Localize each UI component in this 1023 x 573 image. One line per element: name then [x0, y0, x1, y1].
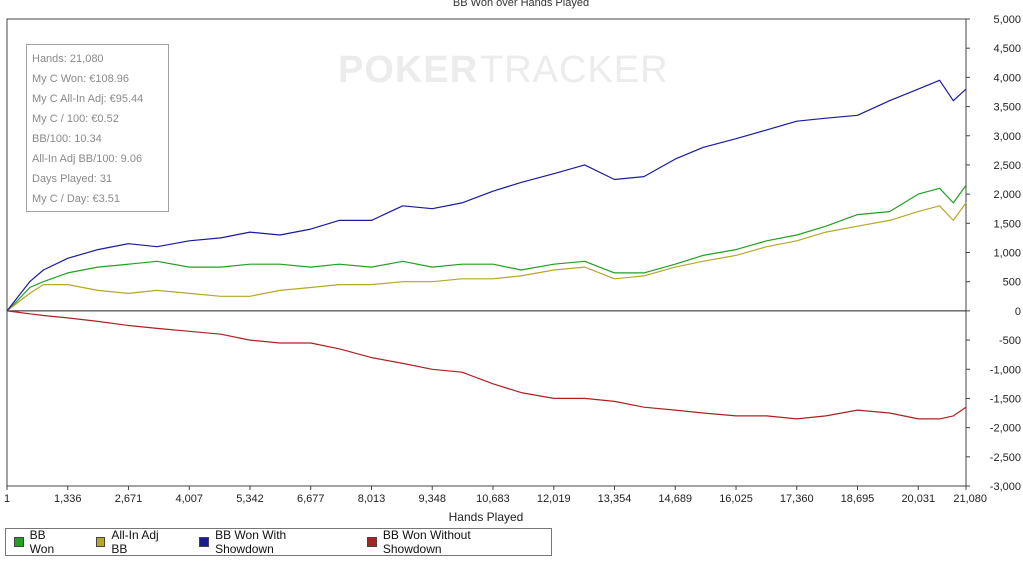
x-tick-label: 9,348 — [418, 493, 446, 505]
stats-panel: Hands: 21,080 My C Won: €108.96 My C All… — [26, 44, 169, 212]
series-line-without-showdown — [6, 310, 967, 420]
legend-label: All-In Adj BB — [111, 528, 159, 556]
y-tick-label: -500 — [999, 335, 1021, 347]
watermark: POKER TRACKER — [338, 49, 669, 91]
series-line-allin-adj — [6, 202, 967, 312]
x-tick-label: 6,677 — [297, 493, 325, 505]
legend-item-bb-won[interactable]: BB Won — [14, 528, 72, 556]
legend-swatch-allin-adj — [95, 537, 106, 547]
stat-allin-bb-100: All-In Adj BB/100: 9.06 — [32, 153, 143, 165]
y-tick-label: 0 — [1015, 306, 1021, 318]
legend-label: BB Won Without Showdown — [382, 528, 471, 556]
y-tick-label: 1,500 — [993, 218, 1021, 230]
x-tick-label: 14,689 — [658, 493, 692, 505]
x-tick-label: 10,683 — [476, 493, 510, 505]
legend-item-without-showdown[interactable]: BB Won Without Showdown — [367, 528, 527, 556]
x-tick-label: 18,695 — [841, 493, 875, 505]
legend-swatch-with-showdown — [199, 537, 210, 547]
stat-won: My C Won: €108.96 — [32, 73, 130, 85]
legend-swatch-bb-won — [14, 537, 24, 547]
series-line-bb-won — [6, 185, 967, 312]
y-tick-label: 2,000 — [993, 189, 1021, 201]
legend-item-allin-adj[interactable]: All-In Adj BB — [95, 528, 176, 556]
x-tick-label: 1 — [4, 493, 10, 505]
y-tick-label: -1,000 — [990, 364, 1021, 376]
chart-title: BB Won over Hands Played — [453, 0, 589, 9]
legend: BB Won All-In Adj BB BB Won With Showdow… — [5, 528, 552, 556]
x-tick-label: 4,007 — [175, 493, 203, 505]
series-line-with-showdown — [6, 79, 967, 312]
x-tick-label: 20,031 — [901, 493, 935, 505]
y-tick-label: 3,000 — [993, 131, 1021, 143]
y-tick-label: 3,500 — [993, 102, 1021, 114]
y-tick-label: 2,500 — [993, 160, 1021, 172]
y-tick-label: 500 — [1003, 277, 1021, 289]
legend-label: BB Won With Showdown — [215, 528, 287, 556]
y-tick-label: -2,000 — [990, 423, 1021, 435]
series-layer — [6, 79, 967, 420]
watermark-brand-bold: POKER — [338, 49, 478, 91]
stat-allin-adj: My C All-In Adj: €95.44 — [32, 93, 144, 105]
stat-days: Days Played: 31 — [32, 173, 113, 185]
y-tick-label: -3,000 — [990, 481, 1021, 493]
x-tick-label: 16,025 — [719, 493, 753, 505]
y-tick-label: -2,500 — [990, 452, 1021, 464]
y-tick-label: 1,000 — [993, 248, 1021, 260]
stat-bb-100: BB/100: 10.34 — [32, 133, 102, 145]
legend-swatch-without-showdown — [367, 537, 377, 547]
stat-per-100: My C / 100: €0.52 — [32, 113, 119, 125]
x-axis: 1 1,336 2,671 4,007 5,342 6,677 8,013 9,348 10,6… — [4, 486, 987, 505]
y-tick-label: 5,000 — [993, 14, 1021, 26]
x-tick-label: 12,019 — [537, 493, 571, 505]
x-tick-label: 17,360 — [780, 493, 814, 505]
legend-label: BB Won — [29, 528, 55, 556]
x-tick-label: 8,013 — [358, 493, 386, 505]
stat-hands: Hands: 21,080 — [32, 53, 104, 65]
watermark-brand-light: TRACKER — [480, 49, 669, 91]
y-tick-label: 4,500 — [993, 43, 1021, 55]
y-tick-label: -1,500 — [990, 393, 1021, 405]
x-tick-label: 21,080 — [953, 493, 987, 505]
x-axis-label: Hands Played — [449, 510, 524, 524]
x-tick-label: 1,336 — [54, 493, 82, 505]
y-axis: 5,000 4,500 4,000 3,500 3,000 2,500 2,000 1,500… — [966, 14, 1021, 493]
x-tick-label: 13,354 — [598, 493, 632, 505]
stat-per-day: My C / Day: €3.51 — [32, 193, 121, 205]
x-tick-label: 2,671 — [115, 493, 143, 505]
y-tick-label: 4,000 — [993, 72, 1021, 84]
legend-item-with-showdown[interactable]: BB Won With Showdown — [199, 528, 343, 556]
x-tick-label: 5,342 — [236, 493, 264, 505]
